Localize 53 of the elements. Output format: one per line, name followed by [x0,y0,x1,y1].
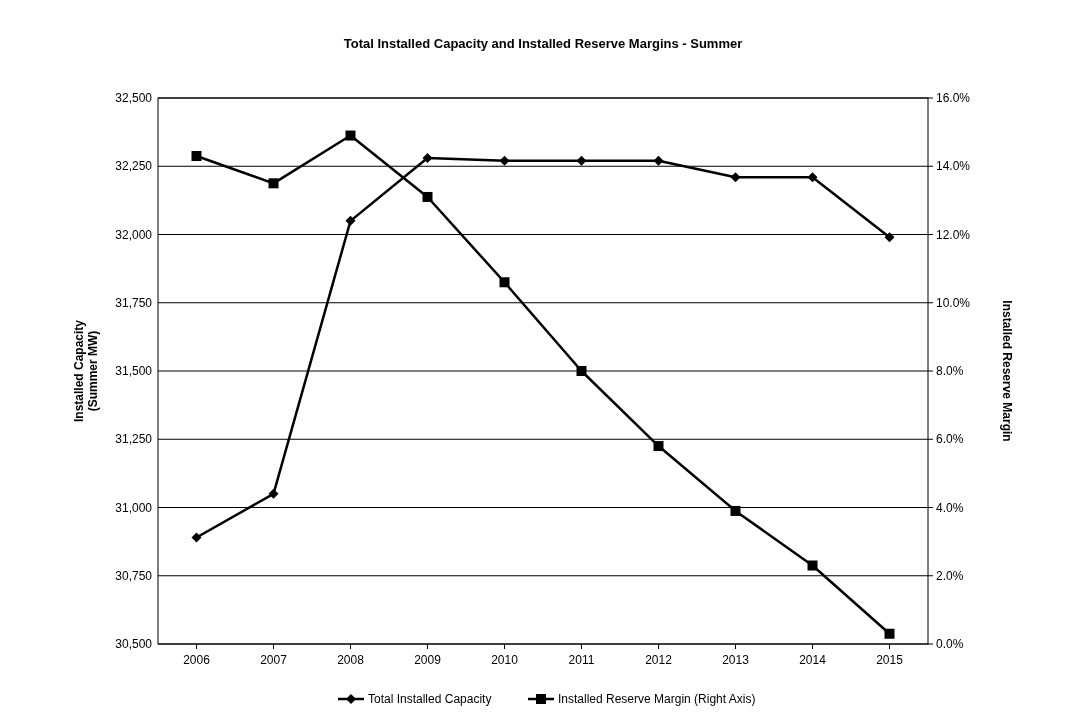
point [422,153,433,164]
x-tick-label: 2009 [414,653,442,667]
y2-axis-title: Installed Reserve Margin [1000,300,1014,442]
x-tick-label: 2008 [337,653,365,667]
legend-label: Installed Reserve Margin (Right Axis) [558,692,756,707]
y2-tick-label: 10.0% [936,295,971,310]
x-tick-label: 2013 [722,653,750,667]
point [653,441,664,452]
point [653,155,664,166]
y2-tick-label: 8.0% [936,364,964,379]
point [807,560,818,571]
point [576,155,587,166]
y2-tick-label: 16.0% [936,91,971,106]
x-tick-label: 2015 [876,653,904,667]
x-tick-label: 2006 [183,653,211,667]
point [268,488,279,499]
point [191,151,202,162]
point [345,215,356,226]
point [884,628,895,639]
y2-tick-label: 2.0% [936,568,964,583]
x-tick-label: 2012 [645,653,673,667]
x-tick-label: 2010 [491,653,519,667]
y-tick-label: 31,500 [115,364,153,379]
x-tick-label: 2011 [568,653,595,667]
x-tick-label: 2007 [260,653,288,667]
chart-title: Total Installed Capacity and Installed Reserve Margins - Summer [343,36,743,51]
y2-tick-label: 12.0% [936,227,971,242]
point [730,505,741,516]
y-tick-label: 32,500 [115,91,153,106]
point [807,172,818,183]
y-tick-label: 31,250 [115,432,153,447]
y2-tick-label: 4.0% [936,500,964,515]
y-tick-label: 32,250 [115,159,153,174]
x-tick-label: 2014 [799,653,827,667]
point [345,130,356,141]
point [268,178,279,189]
y2-tick-label: 14.0% [936,159,971,174]
y-axis-title: Installed Capacity (Summer MW) [72,319,100,423]
point [499,277,510,288]
point [191,532,202,543]
y2-tick-label: 6.0% [936,432,964,447]
y2-tick-label: 0.0% [936,637,964,652]
y-tick-label: 31,000 [115,500,153,515]
point [422,191,433,202]
y-tick-label: 30,750 [115,568,153,583]
point [730,172,741,183]
y-tick-label: 31,750 [115,295,153,310]
point [499,155,510,166]
point [576,366,587,376]
y-tick-label: 32,000 [115,227,153,242]
point [884,232,895,243]
y-tick-label: 30,500 [115,637,153,652]
legend-label: Total Installed Capacity [368,692,492,707]
